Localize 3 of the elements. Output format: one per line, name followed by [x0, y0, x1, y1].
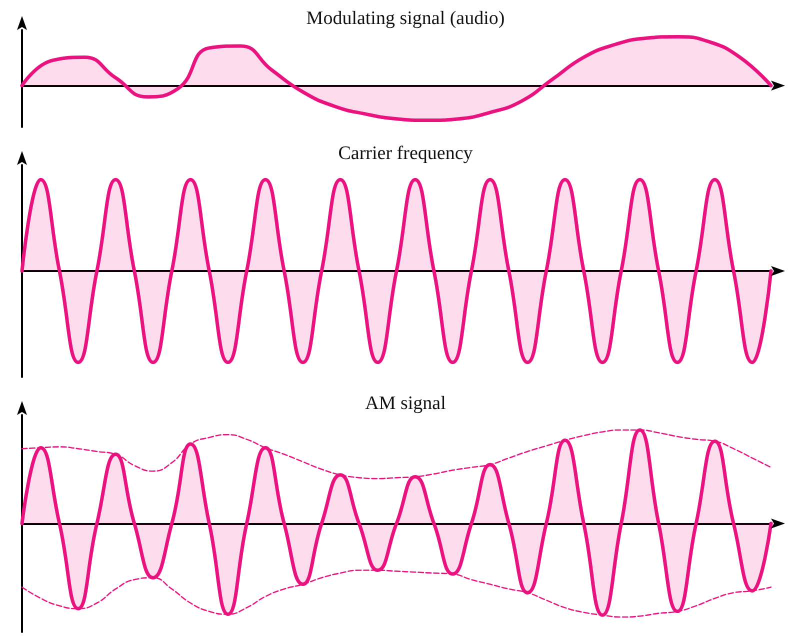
- chart-title: Modulating signal (audio): [306, 8, 505, 29]
- chart-title: Carrier frequency: [338, 143, 474, 164]
- chart-title: AM signal: [365, 393, 446, 414]
